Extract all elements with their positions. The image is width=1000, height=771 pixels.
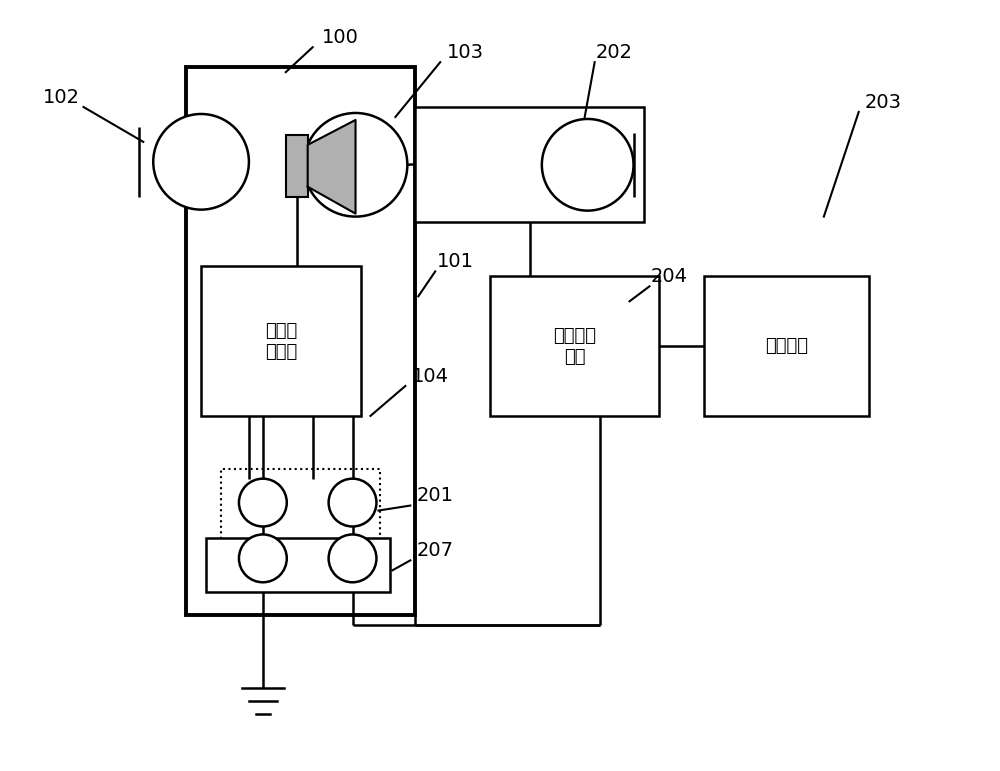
Text: 207: 207	[417, 541, 454, 560]
Circle shape	[329, 534, 376, 582]
Bar	[704, 276, 869, 416]
Bar	[201, 267, 361, 416]
Circle shape	[239, 534, 287, 582]
Circle shape	[239, 479, 287, 527]
Text: 100: 100	[322, 28, 359, 47]
Bar	[415, 107, 644, 221]
Text: 203: 203	[865, 93, 902, 112]
Circle shape	[329, 479, 376, 527]
Bar	[221, 469, 380, 558]
Bar	[206, 538, 390, 592]
Text: 102: 102	[43, 88, 80, 106]
Text: 处理模块: 处理模块	[765, 337, 808, 355]
Text: 101: 101	[437, 252, 474, 271]
Bar	[286, 135, 308, 197]
Polygon shape	[308, 120, 356, 214]
Text: 主动降
噪模块: 主动降 噪模块	[265, 322, 297, 361]
Text: 103: 103	[447, 42, 484, 62]
Bar	[490, 276, 659, 416]
Text: 切换控制
模块: 切换控制 模块	[553, 327, 596, 365]
Text: 202: 202	[596, 42, 633, 62]
Text: 204: 204	[651, 267, 688, 286]
Circle shape	[542, 119, 634, 210]
Text: 201: 201	[417, 486, 454, 505]
Text: 104: 104	[412, 366, 449, 386]
Circle shape	[153, 114, 249, 210]
Bar	[186, 67, 415, 615]
